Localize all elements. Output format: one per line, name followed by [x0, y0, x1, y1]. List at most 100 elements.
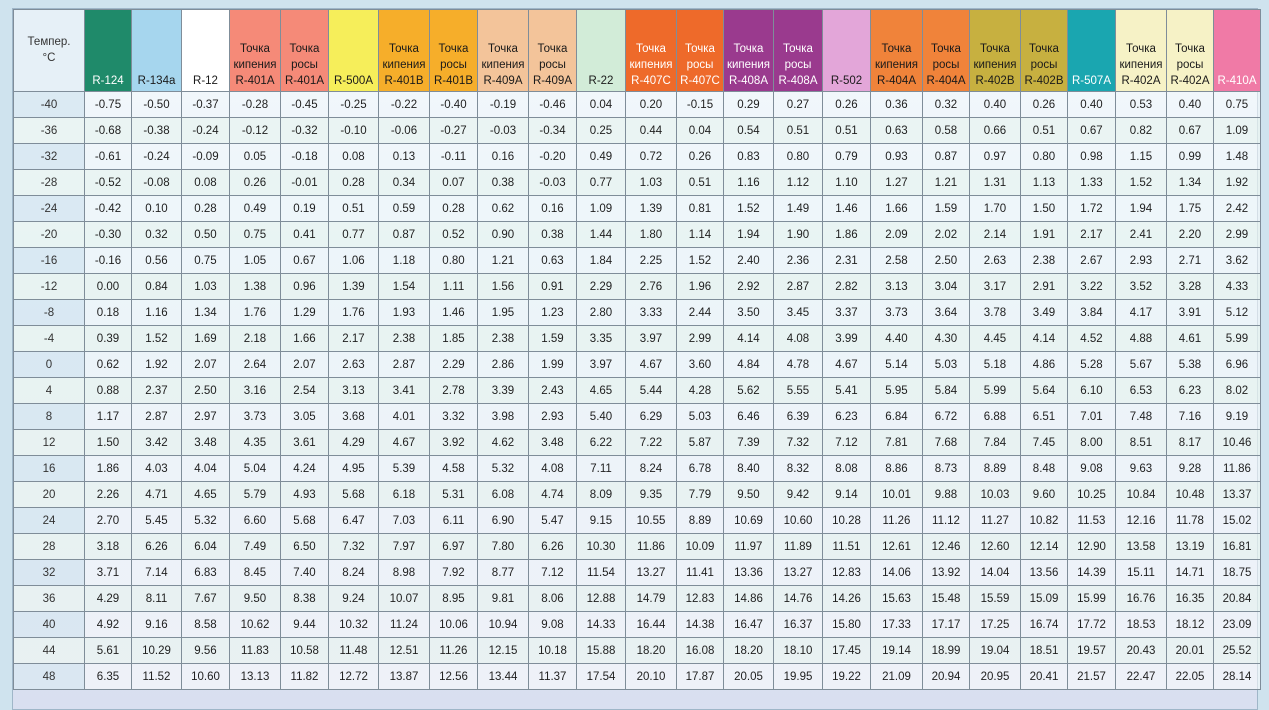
pressure-cell: 6.22 [576, 429, 626, 456]
pressure-cell: 7.80 [477, 533, 529, 560]
temperature-column-header: Темпер. °C [13, 9, 85, 92]
pressure-cell: 0.67 [280, 247, 329, 274]
pressure-cell: 0.07 [429, 169, 478, 196]
pressure-cell: 5.99 [1213, 325, 1261, 352]
pressure-cell: 11.78 [1166, 507, 1214, 534]
pressure-cell: 6.26 [528, 533, 577, 560]
pressure-cell: 9.42 [773, 481, 823, 508]
pressure-cell: 15.11 [1115, 559, 1167, 586]
pressure-cell: -0.45 [280, 91, 329, 118]
pressure-cell: 8.58 [181, 611, 230, 638]
pressure-cell: 0.51 [773, 117, 823, 144]
refrigerant-column-header: Точка кипения R-404A [870, 9, 923, 92]
refrigerant-column-header: R-124 [84, 9, 132, 92]
pressure-cell: 4.58 [429, 455, 478, 482]
pressure-cell: 7.97 [378, 533, 430, 560]
pressure-cell: -0.38 [131, 117, 182, 144]
refrigerant-column-header: R-134a [131, 9, 182, 92]
pressure-cell: 1.39 [625, 195, 677, 222]
pressure-cell: 10.32 [328, 611, 379, 638]
pressure-temperature-table: Темпер. °C R-124 R-134a R-12 Точка кипения … [13, 9, 1261, 690]
pressure-cell: 5.47 [528, 507, 577, 534]
pressure-cell: 17.33 [870, 611, 923, 638]
table-row: -16 -0.16 0.56 0.75 1.05 0.67 1.06 1.18 0.80 1.21… [13, 247, 1261, 274]
pressure-cell: 3.73 [870, 299, 923, 326]
pressure-cell: 5.03 [922, 351, 970, 378]
pressure-cell: 0.40 [1166, 91, 1214, 118]
pressure-cell: 8.86 [870, 455, 923, 482]
pressure-cell: 10.29 [131, 637, 182, 664]
pressure-cell: 2.41 [1115, 221, 1167, 248]
pressure-cell: 8.89 [969, 455, 1021, 482]
pressure-cell: 2.40 [723, 247, 774, 274]
pressure-cell: 0.26 [822, 91, 871, 118]
pressure-cell: 10.46 [1213, 429, 1261, 456]
pressure-cell: 2.97 [181, 403, 230, 430]
pressure-cell: 14.79 [625, 585, 677, 612]
temperature-cell: 8 [13, 403, 85, 430]
refrigerant-column-header: R-22 [576, 9, 626, 92]
pressure-cell: 20.05 [723, 663, 774, 690]
pressure-cell: 16.37 [773, 611, 823, 638]
pressure-cell: 0.83 [723, 143, 774, 170]
pressure-cell: 4.67 [822, 351, 871, 378]
pressure-cell: 0.38 [477, 169, 529, 196]
pressure-cell: 2.14 [969, 221, 1021, 248]
pressure-cell: 1.86 [84, 455, 132, 482]
pressure-cell: 23.09 [1213, 611, 1261, 638]
table-row: -24 -0.42 0.10 0.28 0.49 0.19 0.51 0.59 0.28 0.62… [13, 195, 1261, 222]
pressure-cell: 4.92 [84, 611, 132, 638]
pressure-cell: 7.12 [528, 559, 577, 586]
pressure-cell: 0.51 [676, 169, 724, 196]
pressure-cell: 3.62 [1213, 247, 1261, 274]
pressure-cell: -0.08 [131, 169, 182, 196]
pressure-cell: 1.49 [773, 195, 823, 222]
pressure-cell: 1.21 [922, 169, 970, 196]
pressure-cell: 4.17 [1115, 299, 1167, 326]
pressure-cell: 1.46 [429, 299, 478, 326]
temperature-cell: -20 [13, 221, 85, 248]
pressure-cell: 2.87 [773, 273, 823, 300]
pressure-cell: 4.84 [723, 351, 774, 378]
table-row: 20 2.26 4.71 4.65 5.79 4.93 5.68 6.18 5.31 6.08 4.… [13, 481, 1261, 508]
refrigerant-column-header: Точка росы R-408A [773, 9, 823, 92]
pressure-cell: -0.15 [676, 91, 724, 118]
pressure-cell: 0.91 [528, 273, 577, 300]
pressure-cell: 7.68 [922, 429, 970, 456]
pressure-cell: 4.95 [328, 455, 379, 482]
pressure-cell: 5.31 [429, 481, 478, 508]
temperature-cell: -12 [13, 273, 85, 300]
pressure-cell: 16.08 [676, 637, 724, 664]
pressure-cell: 1.29 [280, 299, 329, 326]
pressure-cell: 9.15 [576, 507, 626, 534]
pressure-cell: 1.03 [181, 273, 230, 300]
pressure-cell: -0.19 [477, 91, 529, 118]
pressure-cell: 5.62 [723, 377, 774, 404]
pressure-cell: 19.22 [822, 663, 871, 690]
pressure-cell: -0.32 [280, 117, 329, 144]
pressure-cell: 4.74 [528, 481, 577, 508]
pressure-cell: 3.42 [131, 429, 182, 456]
pressure-cell: 1.66 [870, 195, 923, 222]
pressure-cell: 2.17 [1067, 221, 1116, 248]
pressure-cell: 1.85 [429, 325, 478, 352]
pressure-cell: 1.14 [676, 221, 724, 248]
pressure-cell: 1.34 [181, 299, 230, 326]
pressure-cell: 2.80 [576, 299, 626, 326]
pressure-cell: 0.34 [378, 169, 430, 196]
pressure-cell: 1.50 [1020, 195, 1068, 222]
pressure-cell: 4.93 [280, 481, 329, 508]
pressure-cell: 3.16 [229, 377, 281, 404]
refrigerant-column-header: Точка росы R-409A [528, 9, 577, 92]
refrigerant-column-header: R-502 [822, 9, 871, 92]
pressure-cell: 10.06 [429, 611, 478, 638]
pressure-cell: 5.04 [229, 455, 281, 482]
pressure-cell: 0.54 [723, 117, 774, 144]
pressure-cell: 0.53 [1115, 91, 1167, 118]
pressure-cell: -0.10 [328, 117, 379, 144]
pressure-cell: 10.18 [528, 637, 577, 664]
pressure-cell: 14.86 [723, 585, 774, 612]
pressure-cell: 12.14 [1020, 533, 1068, 560]
pressure-cell: 5.14 [870, 351, 923, 378]
table-row: 32 3.71 7.14 6.83 8.45 7.40 8.24 8.98 7.92 8.77 7.… [13, 559, 1261, 586]
